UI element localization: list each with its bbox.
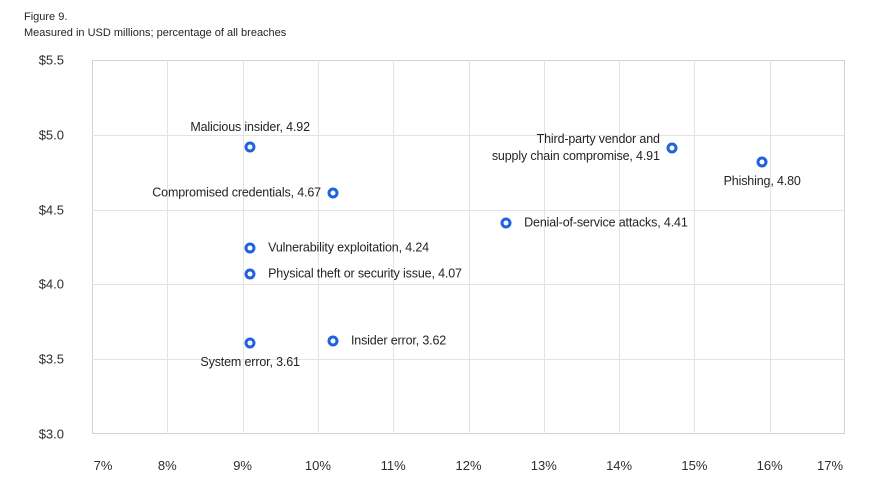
data-point-label-line: System error, 3.61 <box>200 354 300 369</box>
figure-title: Figure 9. <box>24 11 68 23</box>
gridline-horizontal <box>92 359 845 361</box>
data-point-label-line: supply chain compromise, 4.91 <box>491 149 660 164</box>
gridline-vertical <box>769 60 771 434</box>
data-point-label-line: Malicious insider, 4.92 <box>190 119 310 134</box>
gridline-vertical <box>317 60 319 434</box>
x-axis-tick-label: 11% <box>380 458 406 473</box>
x-axis-tick-label: 8% <box>157 458 177 473</box>
data-point-label-line: Vulnerability exploitation, 4.24 <box>268 240 429 255</box>
x-axis-tick-label: 13% <box>530 458 557 473</box>
x-axis-tick-label: 10% <box>304 458 331 473</box>
data-point-label: Denial-of-service attacks, 4.41 <box>524 215 688 232</box>
data-point-marker <box>500 217 512 229</box>
gridline-vertical <box>468 60 470 434</box>
y-axis-tick-label: $4.0 <box>38 276 64 292</box>
data-point-label: Vulnerability exploitation, 4.24 <box>268 240 429 257</box>
gridline-horizontal <box>92 284 845 286</box>
x-axis-tick-label: 9% <box>233 458 252 473</box>
y-axis-tick-label: $5.5 <box>38 52 64 68</box>
gridline-horizontal <box>92 134 845 136</box>
gridline-horizontal <box>92 209 845 211</box>
data-point-label-line: Physical theft or security issue, 4.07 <box>268 266 462 281</box>
data-point-marker <box>327 187 339 199</box>
y-axis-tick-label: $5.0 <box>38 127 64 143</box>
data-point-label-line: Third-party vendor and <box>536 132 660 147</box>
data-point-label: Insider error, 3.62 <box>351 333 446 350</box>
data-point-label-line: Compromised credentials, 4.67 <box>152 185 321 200</box>
data-point-marker <box>244 268 256 280</box>
x-axis-tick-label: 16% <box>756 458 783 473</box>
x-axis-tick-label: 17% <box>816 458 844 473</box>
data-point-label-line: Denial-of-service attacks, 4.41 <box>524 215 688 230</box>
data-point-label: Physical theft or security issue, 4.07 <box>268 265 462 282</box>
gridline-vertical <box>167 60 169 434</box>
data-point-marker <box>244 141 256 153</box>
data-point-label: Compromised credentials, 4.67 <box>152 185 321 202</box>
y-axis-tick-label: $3.0 <box>38 426 64 442</box>
data-point-marker <box>244 337 256 349</box>
gridline-vertical <box>619 60 621 434</box>
gridline-vertical <box>242 60 244 434</box>
figure-subtitle: Measured in USD millions; percentage of … <box>24 27 287 39</box>
data-point-label: Third-party vendor and supply chain compr… <box>492 131 660 165</box>
data-point-label-line: Insider error, 3.62 <box>350 333 447 348</box>
data-point-label: System error, 3.61 <box>200 354 300 371</box>
y-axis-tick-label: $4.5 <box>38 202 64 218</box>
y-axis-tick-label: $3.5 <box>38 351 64 367</box>
data-point-marker <box>327 335 339 347</box>
data-point-label: Malicious insider, 4.92 <box>190 119 310 136</box>
data-point-marker <box>244 242 256 254</box>
data-point-label-line: Phishing, 4.80 <box>723 173 801 188</box>
data-point-label: Phishing, 4.80 <box>724 173 801 190</box>
title-block: Figure 9. Measured in USD millions; perc… <box>24 9 286 41</box>
gridline-vertical <box>393 60 395 434</box>
data-point-marker <box>666 142 678 154</box>
x-axis-tick-label: 15% <box>681 458 708 473</box>
data-point-marker <box>756 156 768 168</box>
x-axis-tick-label: 12% <box>455 458 482 473</box>
gridline-vertical <box>543 60 545 434</box>
gridline-vertical <box>694 60 696 434</box>
x-axis-tick-label: 14% <box>606 458 633 473</box>
x-axis-tick-label: 7% <box>93 458 113 473</box>
